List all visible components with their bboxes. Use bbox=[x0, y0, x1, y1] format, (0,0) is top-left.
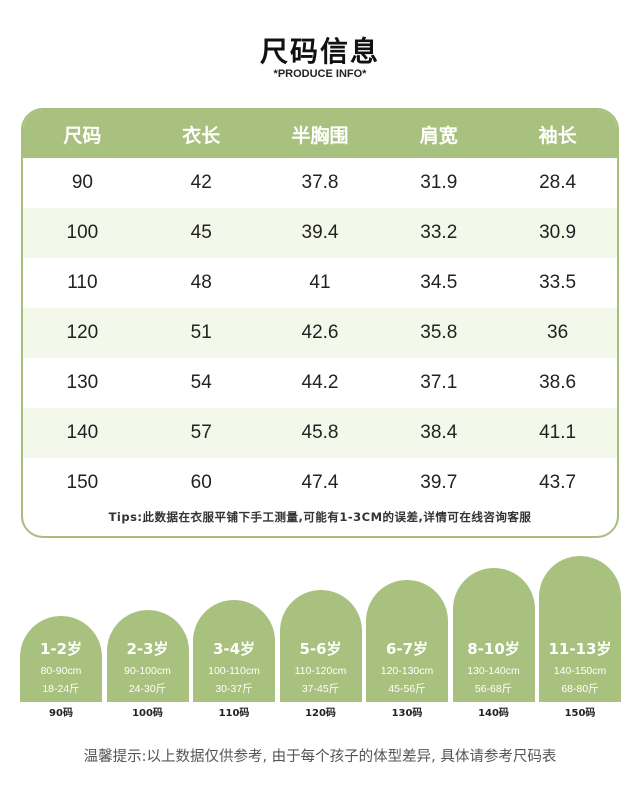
table-cell: 35.8 bbox=[420, 322, 458, 343]
column-header-length: 衣长 bbox=[182, 124, 221, 147]
table-cell: 43.7 bbox=[539, 472, 577, 493]
weight-range-label: 37-45斤 bbox=[301, 683, 340, 695]
column-header-shoulder: 肩宽 bbox=[419, 124, 458, 147]
size-guide-labels: 90码 100码 110码 120码 130码 140码 150码 bbox=[20, 704, 620, 720]
size-label: 150码 bbox=[564, 708, 596, 719]
table-cell: 150 bbox=[66, 472, 99, 493]
age-range-label: 11-13岁 bbox=[548, 640, 612, 658]
age-range-label: 5-6岁 bbox=[299, 640, 342, 658]
table-cell: 33.5 bbox=[539, 272, 577, 293]
size-guide-tab: 2-3岁 90-100cm 24-30斤 bbox=[106, 610, 189, 702]
size-guide-tab: 5-6岁 110-120cm 37-45斤 bbox=[279, 590, 362, 702]
table-body: 90 42 37.8 31.9 28.4 100 45 39.4 33.2 30.9 110 48 41… bbox=[23, 158, 617, 508]
age-range-label: 8-10岁 bbox=[467, 640, 520, 658]
table-cell: 48 bbox=[190, 272, 212, 293]
table-row: 130 54 44.2 37.1 38.6 bbox=[23, 358, 617, 408]
weight-range-label: 45-56斤 bbox=[388, 683, 426, 695]
table-cell: 45.8 bbox=[301, 422, 339, 443]
table-cell: 100 bbox=[66, 222, 99, 243]
weight-range-label: 68-80斤 bbox=[561, 683, 599, 695]
size-label: 120码 bbox=[305, 708, 336, 719]
table-cell: 36 bbox=[547, 322, 569, 343]
table-row: 120 51 42.6 35.8 36 bbox=[23, 308, 617, 358]
height-range-label: 110-120cm bbox=[294, 665, 347, 677]
height-range-label: 100-110cm bbox=[208, 665, 260, 677]
tips-text: Tips:此数据在衣服平铺下手工测量,可能有1-3CM的误差,详情可在线咨询客服 bbox=[108, 510, 532, 524]
size-table: 尺码 衣长 半胸围 肩宽 袖长 90 42 37.8 31.9 28.4 100 45 39.… bbox=[21, 108, 619, 538]
size-guide-tab: 3-4岁 100-110cm 30-37斤 bbox=[193, 600, 275, 702]
size-guide-tab: 8-10岁 130-140cm 56-68斤 bbox=[452, 568, 535, 702]
table-cell: 42.6 bbox=[301, 322, 339, 343]
column-header-half-chest: 半胸围 bbox=[291, 124, 349, 147]
table-cell: 57 bbox=[190, 422, 212, 443]
size-label: 140码 bbox=[478, 708, 509, 719]
table-cell: 37.1 bbox=[420, 372, 458, 393]
table-cell: 33.2 bbox=[420, 222, 458, 243]
table-cell: 37.8 bbox=[301, 172, 339, 193]
table-row: 150 60 47.4 39.7 43.7 bbox=[23, 458, 617, 508]
column-header-sleeve: 袖长 bbox=[538, 124, 577, 147]
table-cell: 51 bbox=[190, 322, 212, 343]
age-range-label: 6-7岁 bbox=[385, 640, 429, 658]
table-row: 90 42 37.8 31.9 28.4 bbox=[23, 158, 617, 208]
table-cell: 31.9 bbox=[420, 172, 458, 193]
table-cell: 110 bbox=[67, 272, 98, 293]
table-cell: 34.5 bbox=[420, 272, 458, 293]
height-range-label: 130-140cm bbox=[467, 665, 520, 677]
height-range-label: 120-130cm bbox=[380, 665, 434, 677]
size-label: 110码 bbox=[218, 708, 250, 719]
table-cell: 90 bbox=[71, 172, 93, 193]
size-label: 90码 bbox=[49, 708, 73, 719]
size-label: 130码 bbox=[391, 708, 423, 719]
table-cell: 47.4 bbox=[301, 472, 339, 493]
table-cell: 54 bbox=[190, 372, 212, 393]
age-range-label: 2-3岁 bbox=[126, 640, 169, 658]
table-cell: 130 bbox=[66, 372, 99, 393]
table-cell: 60 bbox=[190, 472, 212, 493]
table-header-row: 尺码 衣长 半胸围 肩宽 袖长 bbox=[23, 110, 617, 158]
table-cell: 42 bbox=[190, 172, 212, 193]
table-row: 140 57 45.8 38.4 41.1 bbox=[23, 408, 617, 458]
height-range-label: 140-150cm bbox=[553, 665, 607, 677]
size-guide-tab: 1-2岁 80-90cm 18-24斤 bbox=[20, 616, 102, 702]
table-cell: 45 bbox=[190, 222, 212, 243]
table-cell: 38.4 bbox=[420, 422, 458, 443]
page-title: 尺码信息 bbox=[259, 35, 380, 68]
table-row: 110 48 41 34.5 33.5 bbox=[23, 258, 617, 308]
weight-range-label: 56-68斤 bbox=[474, 683, 513, 695]
table-cell: 39.7 bbox=[420, 472, 458, 493]
age-range-label: 1-2岁 bbox=[39, 640, 83, 658]
weight-range-label: 24-30斤 bbox=[128, 683, 167, 695]
table-row: 100 45 39.4 33.2 30.9 bbox=[23, 208, 617, 258]
table-cell: 38.6 bbox=[539, 372, 577, 393]
page-subtitle: *PRODUCE INFO* bbox=[273, 68, 367, 80]
size-label: 100码 bbox=[132, 708, 163, 719]
table-cell: 120 bbox=[66, 322, 99, 343]
table-cell: 30.9 bbox=[539, 222, 577, 243]
weight-range-label: 30-37斤 bbox=[215, 683, 253, 695]
table-cell: 44.2 bbox=[301, 372, 339, 393]
size-guide-tab: 6-7岁 120-130cm 45-56斤 bbox=[366, 580, 448, 702]
table-cell: 41 bbox=[309, 272, 331, 293]
size-guide-tabs: 1-2岁 80-90cm 18-24斤 2-3岁 90-100cm 24-30斤 3-4岁 1… bbox=[20, 556, 621, 702]
table-cell: 28.4 bbox=[539, 172, 577, 193]
table-cell: 41.1 bbox=[539, 422, 577, 443]
weight-range-label: 18-24斤 bbox=[42, 683, 80, 695]
height-range-label: 80-90cm bbox=[40, 665, 82, 677]
table-cell: 39.4 bbox=[301, 222, 339, 243]
footer-note: 温馨提示:以上数据仅供参考, 由于每个孩子的体型差异, 具体请参考尺码表 bbox=[83, 749, 557, 765]
table-cell: 140 bbox=[66, 422, 99, 443]
age-range-label: 3-4岁 bbox=[212, 640, 256, 658]
column-header-size: 尺码 bbox=[63, 124, 102, 147]
height-range-label: 90-100cm bbox=[124, 665, 171, 677]
size-guide-tab: 11-13岁 140-150cm 68-80斤 bbox=[539, 556, 621, 702]
